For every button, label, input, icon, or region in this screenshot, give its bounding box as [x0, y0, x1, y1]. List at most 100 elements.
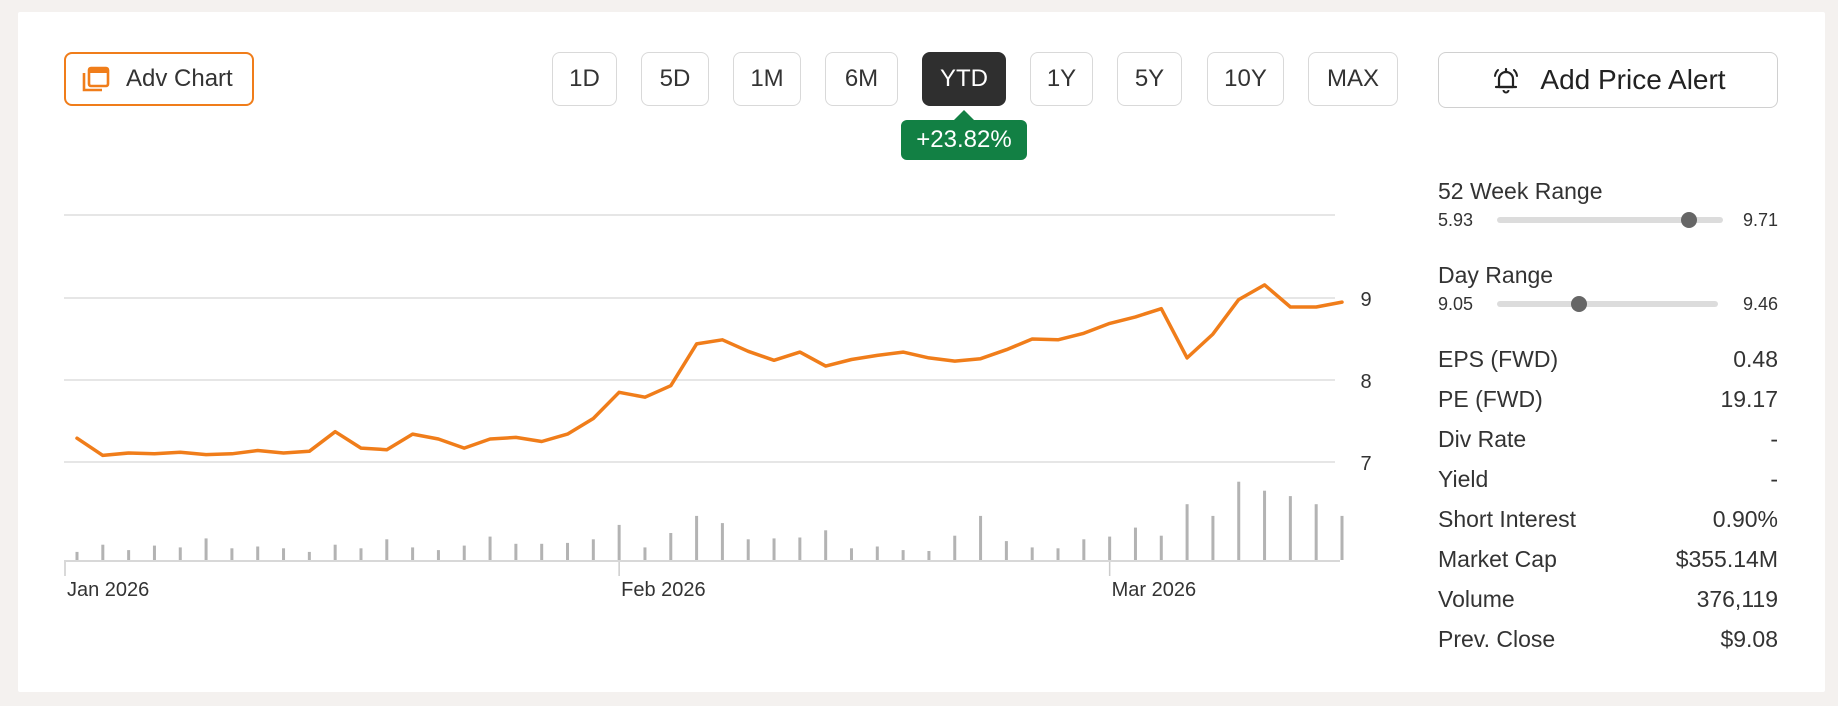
stat-value-volume: 376,119	[1696, 586, 1778, 612]
y-tick-label: 7	[1360, 453, 1371, 475]
volume-bar	[617, 524, 621, 560]
range-button-max[interactable]: MAX	[1308, 52, 1398, 106]
adv-chart-label: Adv Chart	[126, 65, 233, 92]
volume-bar	[514, 543, 518, 560]
volume-bar	[1004, 541, 1008, 560]
range-button-5y[interactable]: 5Y	[1117, 52, 1182, 106]
stat-label-yield: Yield	[1438, 466, 1489, 492]
range-label: 10Y	[1224, 65, 1267, 92]
stat-value-eps: 0.48	[1733, 346, 1778, 372]
week52-high: 9.71	[1742, 210, 1778, 230]
range-button-10y[interactable]: 10Y	[1207, 52, 1284, 106]
adv-chart-button[interactable]: Adv Chart	[64, 52, 254, 106]
stat-label-pe: PE (FWD)	[1438, 386, 1543, 412]
week52-range-title: 52 Week Range	[1438, 178, 1603, 204]
volume-bar	[411, 547, 415, 560]
volume-bar	[669, 533, 673, 560]
stat-value-short-interest: 0.90%	[1712, 506, 1778, 532]
volume-bar	[282, 548, 286, 560]
volume-bar	[178, 547, 182, 560]
chart-window-icon	[82, 66, 110, 92]
price-line	[75, 283, 1344, 458]
volume-bar	[359, 548, 363, 560]
stat-label-eps: EPS (FWD)	[1438, 346, 1559, 372]
stat-label-div-rate: Div Rate	[1438, 426, 1527, 452]
volume-bar	[256, 546, 260, 560]
volume-bar	[1314, 504, 1318, 560]
range-label: 1Y	[1046, 65, 1077, 92]
volume-bar	[1030, 547, 1034, 560]
stat-label-volume: Volume	[1438, 586, 1515, 612]
stat-label-short-interest: Short Interest	[1438, 506, 1577, 532]
range-button-6m[interactable]: 6M	[825, 52, 898, 106]
stat-label-prev-close: Prev. Close	[1438, 626, 1556, 652]
range-label: MAX	[1326, 65, 1379, 92]
volume-bar	[953, 535, 957, 560]
volume-bar	[1056, 548, 1060, 560]
week52-range-marker	[1681, 212, 1698, 228]
volume-bar	[462, 545, 466, 560]
volume-bar	[75, 551, 79, 560]
day-high: 9.46	[1742, 294, 1778, 314]
stat-label-market-cap: Market Cap	[1438, 546, 1557, 572]
day-range-marker	[1570, 296, 1587, 312]
volume-bar	[1185, 504, 1189, 560]
range-button-1d[interactable]: 1D	[552, 52, 617, 106]
range-label: 5D	[659, 65, 691, 92]
volume-bar	[1211, 515, 1215, 560]
week52-low: 5.93	[1438, 210, 1474, 230]
range-label: 1D	[569, 65, 600, 92]
ytd-change-badge: +23.82%	[901, 110, 1027, 160]
volume-bar	[1237, 481, 1241, 560]
range-button-ytd[interactable]: YTD	[922, 52, 1006, 106]
volume-bar	[720, 523, 724, 560]
volume-bar	[798, 537, 802, 560]
volume-bar	[849, 548, 853, 560]
volume-bar	[746, 539, 750, 560]
volume-bar	[230, 548, 234, 560]
volume-bar	[307, 551, 311, 560]
range-label: 5Y	[1134, 65, 1165, 92]
volume-bar	[101, 544, 105, 560]
x-tick-label: Mar 2026	[1112, 579, 1197, 601]
volume-bar	[772, 538, 776, 560]
stat-value-yield: -	[1770, 466, 1778, 492]
range-button-1y[interactable]: 1Y	[1030, 52, 1093, 106]
x-tick-label: Jan 2026	[67, 579, 149, 601]
day-range-track	[1497, 301, 1718, 307]
week52-range-track	[1497, 217, 1723, 223]
volume-bar	[695, 515, 699, 560]
volume-bar	[1340, 515, 1344, 560]
price-chart[interactable]: 7 8 9 Jan 2026 Feb 2026 Mar 2026	[60, 195, 1400, 605]
volume-bar	[1263, 490, 1267, 560]
stat-value-market-cap: $355.14M	[1675, 546, 1778, 572]
volume-bar	[1133, 527, 1137, 560]
stat-value-pe: 19.17	[1720, 386, 1778, 412]
volume-bar	[204, 538, 208, 560]
day-range-title: Day Range	[1438, 262, 1554, 288]
range-button-5d[interactable]: 5D	[641, 52, 709, 106]
volume-bar	[1159, 535, 1163, 560]
add-price-alert-label: Add Price Alert	[1540, 64, 1726, 95]
stat-value-prev-close: $9.08	[1720, 626, 1778, 652]
volume-bar	[333, 544, 337, 560]
volume-bar	[566, 542, 570, 560]
volume-bar	[1082, 539, 1086, 560]
volume-bar	[127, 550, 131, 560]
volume-bar	[152, 545, 156, 560]
volume-bar	[436, 550, 440, 560]
volume-bar	[1108, 536, 1112, 560]
day-low: 9.05	[1438, 294, 1474, 314]
volume-bar	[979, 515, 983, 560]
y-tick-label: 8	[1360, 371, 1371, 393]
range-label: YTD	[940, 65, 988, 92]
volume-bar	[643, 547, 647, 560]
volume-bar	[488, 536, 492, 560]
add-price-alert-button[interactable]: Add Price Alert	[1438, 52, 1778, 108]
range-button-1m[interactable]: 1M	[733, 52, 801, 106]
volume-bar	[1288, 496, 1292, 560]
x-tick-label: Feb 2026	[621, 579, 706, 601]
volume-bar	[824, 530, 828, 560]
volume-bar	[591, 539, 595, 560]
volume-bar	[385, 539, 389, 560]
